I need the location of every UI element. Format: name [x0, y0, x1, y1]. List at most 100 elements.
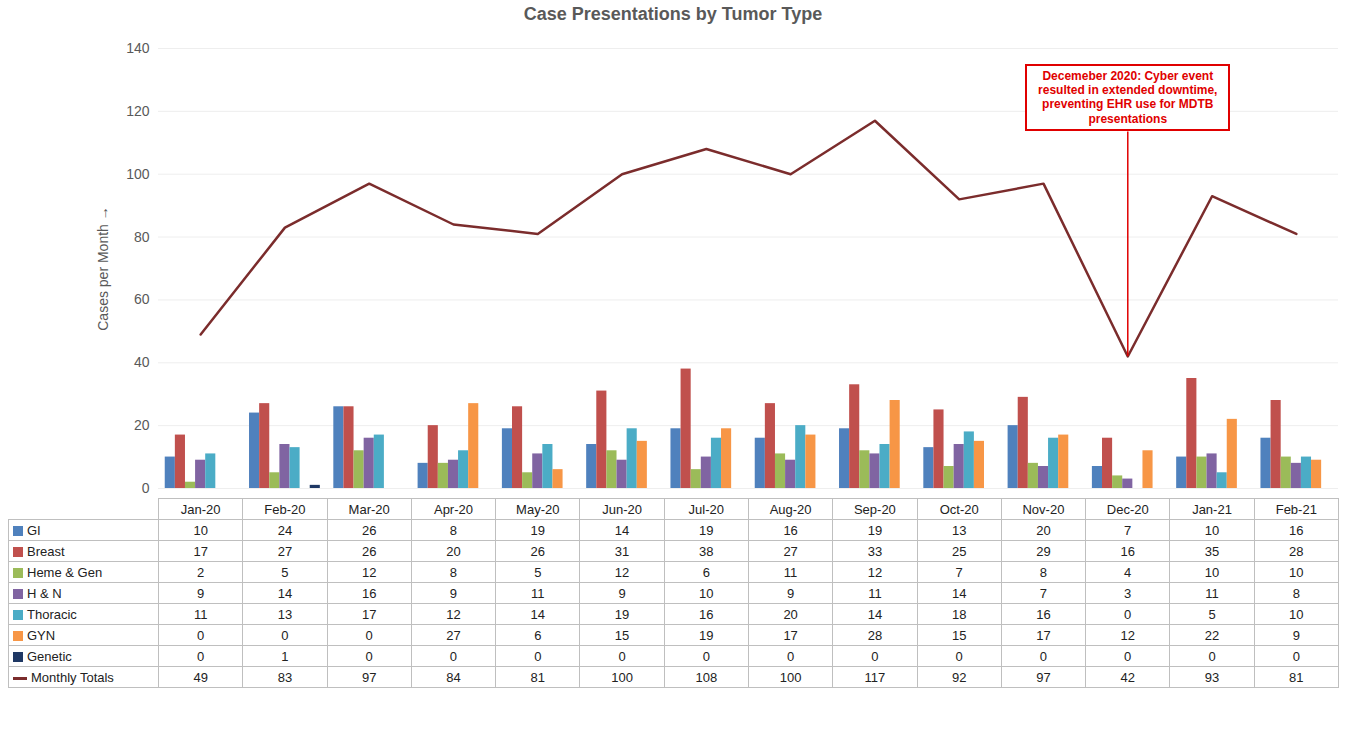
html-text:28: 28 [867, 627, 883, 643]
html-text:Feb-20: Feb-20 [264, 501, 306, 517]
html-text:12: 12 [362, 564, 377, 580]
html-text:Thoracic: Thoracic [27, 606, 77, 622]
html-text:Oct-20: Oct-20 [939, 501, 979, 517]
svg-text:140: 140 [126, 40, 150, 56]
html-text:Genetic: Genetic [27, 648, 72, 664]
html-text:16: 16 [1036, 606, 1051, 622]
html-text:GYN: GYN [27, 627, 56, 643]
svg-text:20: 20 [134, 417, 150, 433]
html-text:11: 11 [783, 564, 798, 580]
svg-text:100: 100 [126, 166, 150, 182]
html-text:49: 49 [193, 669, 208, 685]
html-text:84: 84 [446, 669, 461, 685]
html-text:10: 10 [1204, 522, 1220, 538]
html-text:16: 16 [699, 606, 714, 622]
html-text:16: 16 [783, 522, 798, 538]
html-text:33: 33 [867, 543, 883, 559]
html-text:14: 14 [951, 585, 967, 601]
html-text:26: 26 [362, 522, 377, 538]
html-text:Monthly Totals: Monthly Totals [31, 669, 114, 685]
html-text:97: 97 [362, 669, 377, 685]
html-text:16: 16 [1120, 543, 1135, 559]
html-text:31: 31 [614, 543, 630, 559]
html-text:27: 27 [277, 543, 293, 559]
html-text:Dec-20: Dec-20 [1106, 501, 1149, 517]
html-text:13: 13 [951, 522, 967, 538]
html-text:Feb-21: Feb-21 [1275, 501, 1317, 517]
html-text:13: 13 [277, 606, 293, 622]
html-text:19: 19 [614, 606, 630, 622]
svg-text:Cases per Month →: Cases per Month → [95, 206, 111, 331]
html-text:19: 19 [699, 627, 714, 643]
html-text:12: 12 [867, 564, 883, 580]
html-text:15: 15 [951, 627, 967, 643]
html-text:27: 27 [783, 543, 798, 559]
html-text:H & N: H & N [27, 585, 62, 601]
html-text:22: 22 [1204, 627, 1220, 643]
html-text:Case Presentations by Tumor Ty: Case Presentations by Tumor Type [523, 4, 823, 24]
html-text:81: 81 [530, 669, 545, 685]
html-text:100: 100 [611, 669, 633, 685]
html-text:Breast: Breast [27, 543, 65, 559]
html-text:17: 17 [193, 543, 208, 559]
html-text:14: 14 [530, 606, 545, 622]
html-text:10: 10 [1289, 564, 1304, 580]
svg-text:60: 60 [134, 291, 150, 307]
html-text:May-20: May-20 [516, 501, 560, 517]
html-text:20: 20 [1036, 522, 1051, 538]
html-text:10: 10 [193, 522, 208, 538]
html-text:Jan-20: Jan-20 [180, 501, 221, 517]
html-text:17: 17 [1036, 627, 1051, 643]
svg-text:120: 120 [126, 103, 150, 119]
html-text:27: 27 [446, 627, 461, 643]
html-text:10: 10 [699, 585, 714, 601]
html-text:83: 83 [277, 669, 293, 685]
html-text:Sep-20: Sep-20 [853, 501, 896, 517]
svg-text:40: 40 [134, 354, 150, 370]
html-text:14: 14 [277, 585, 293, 601]
html-text:11: 11 [193, 606, 208, 622]
html-text:14: 14 [614, 522, 630, 538]
html-text:26: 26 [530, 543, 545, 559]
html-text:35: 35 [1204, 543, 1220, 559]
html-text:108: 108 [695, 669, 718, 685]
html-text:10: 10 [1289, 606, 1304, 622]
html-text:20: 20 [446, 543, 461, 559]
html-text:Jun-20: Jun-20 [602, 501, 642, 517]
html-text:12: 12 [446, 606, 461, 622]
html-text:19: 19 [867, 522, 883, 538]
html-text:19: 19 [530, 522, 545, 538]
html-text:26: 26 [362, 543, 377, 559]
html-text:100: 100 [779, 669, 802, 685]
html-text:Jul-20: Jul-20 [688, 501, 724, 517]
html-text:Mar-20: Mar-20 [348, 501, 390, 517]
html-text:25: 25 [951, 543, 967, 559]
html-text:Jan-21: Jan-21 [1192, 501, 1232, 517]
html-text:28: 28 [1289, 543, 1304, 559]
html-text:24: 24 [277, 522, 293, 538]
html-text:17: 17 [362, 606, 377, 622]
html-text:12: 12 [614, 564, 630, 580]
html-text:14: 14 [867, 606, 883, 622]
html-text:16: 16 [362, 585, 377, 601]
html-text:117: 117 [864, 669, 886, 685]
svg-text:80: 80 [134, 229, 150, 245]
html-text:38: 38 [699, 543, 714, 559]
html-text:Apr-20: Apr-20 [434, 501, 473, 517]
html-text:15: 15 [614, 627, 630, 643]
svg-text:0: 0 [142, 480, 150, 496]
html-text:92: 92 [951, 669, 967, 685]
html-text:12: 12 [1120, 627, 1135, 643]
html-text:20: 20 [783, 606, 798, 622]
html-text:Nov-20: Nov-20 [1022, 501, 1065, 517]
html-text:93: 93 [1204, 669, 1220, 685]
html-text:17: 17 [783, 627, 798, 643]
html-text:18: 18 [951, 606, 967, 622]
html-text:19: 19 [699, 522, 714, 538]
html-text:Decemeber 2020: Cyber event re: Decemeber 2020: Cyber event resulted in … [1038, 68, 1218, 126]
html-text:29: 29 [1036, 543, 1051, 559]
html-text:Heme & Gen: Heme & Gen [27, 564, 103, 580]
html-text:10: 10 [1204, 564, 1220, 580]
html-text:Aug-20: Aug-20 [769, 501, 812, 517]
html-text:16: 16 [1289, 522, 1304, 538]
